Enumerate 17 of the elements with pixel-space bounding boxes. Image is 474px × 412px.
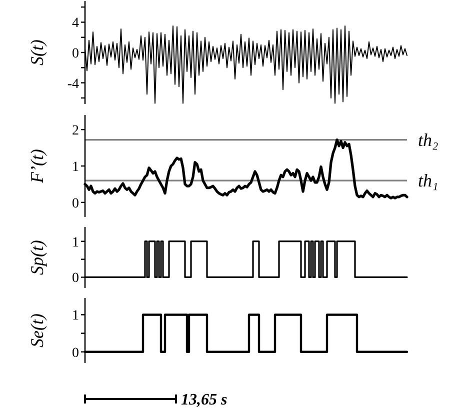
y-tick-label: 1 [72,308,79,324]
ref-line-label: th₁ [418,170,438,191]
y-tick-label: -4 [67,76,79,92]
y-axis-title: F’(t) [27,149,47,184]
y-tick-label: 2 [72,124,79,139]
y-tick-label: 0 [72,46,79,62]
y-axis-title: S(t) [27,40,47,66]
y-tick-label: 4 [72,16,79,32]
y-tick-label: 1 [72,235,79,250]
y-tick-label: 0 [72,196,79,212]
y-tick-label: 0 [72,346,79,361]
y-tick-label: 0 [72,271,79,286]
ref-line-label: th₂ [418,130,438,150]
y-axis-title: Se(t) [27,314,47,348]
y-tick-label: 1 [72,160,79,175]
y-axis-title: Sp(t) [27,240,47,275]
text: 13,65 s [181,392,228,408]
